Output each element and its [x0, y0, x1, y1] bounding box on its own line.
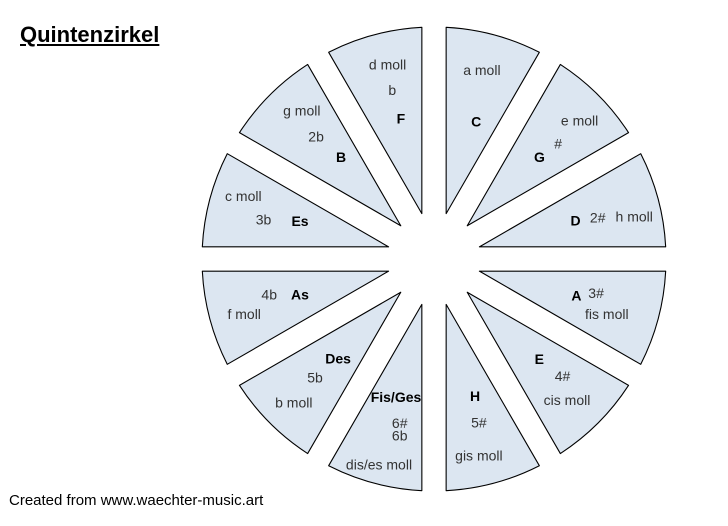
svg-text:h moll: h moll	[616, 209, 653, 225]
svg-text:As: As	[291, 287, 309, 303]
svg-text:3#: 3#	[588, 285, 604, 301]
svg-text:Es: Es	[291, 213, 308, 229]
svg-text:H: H	[470, 388, 480, 404]
svg-text:A: A	[571, 288, 581, 304]
svg-text:cis moll: cis moll	[544, 392, 591, 408]
svg-text:3b: 3b	[256, 211, 272, 227]
svg-text:b moll: b moll	[275, 395, 312, 411]
svg-text:4#: 4#	[555, 368, 571, 384]
svg-text:E: E	[535, 351, 544, 367]
svg-text:b: b	[388, 82, 396, 98]
svg-text:2b: 2b	[308, 129, 324, 145]
svg-text:#: #	[554, 136, 562, 152]
svg-text:g moll: g moll	[283, 103, 320, 119]
svg-text:F: F	[397, 111, 406, 127]
svg-text:D: D	[571, 212, 581, 228]
svg-text:B: B	[336, 149, 346, 165]
svg-text:e moll: e moll	[561, 112, 598, 128]
svg-text:f moll: f moll	[227, 306, 260, 322]
svg-text:d moll: d moll	[369, 56, 406, 72]
svg-text:5b: 5b	[307, 370, 323, 386]
svg-text:G: G	[534, 149, 545, 165]
svg-text:4b: 4b	[261, 287, 277, 303]
svg-text:dis/es moll: dis/es moll	[346, 456, 412, 472]
svg-text:C: C	[471, 113, 481, 129]
svg-text:a moll: a moll	[463, 62, 500, 78]
svg-text:c moll: c moll	[225, 188, 262, 204]
svg-text:6b: 6b	[392, 428, 408, 444]
svg-text:gis moll: gis moll	[455, 448, 502, 464]
svg-text:Des: Des	[325, 351, 351, 367]
svg-text:Fis/Ges: Fis/Ges	[371, 389, 422, 405]
svg-text:2#: 2#	[590, 210, 606, 226]
svg-text:fis moll: fis moll	[585, 306, 629, 322]
svg-text:5#: 5#	[471, 414, 487, 430]
